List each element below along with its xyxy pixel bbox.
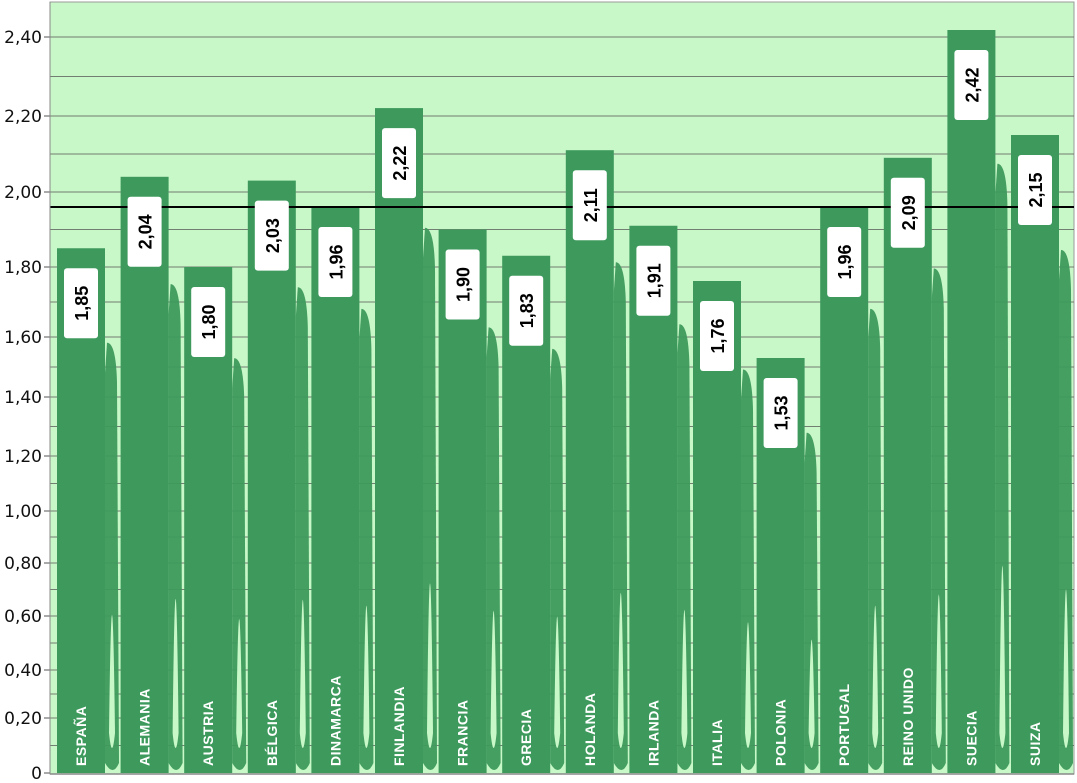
svg-text:1,96: 1,96 [835,244,855,279]
value-label: 1,91 [636,245,671,316]
y-tick-label: 0,80 [4,554,42,574]
category-label: AUSTRIA [200,700,216,766]
value-label: 2,04 [127,196,162,267]
value-label: 1,96 [827,227,862,297]
value-label: 1,76 [700,301,734,371]
svg-text:1,91: 1,91 [644,263,664,298]
bar: IRLANDA [629,225,692,773]
value-labels: 1,85 2,04 1,80 2,03 1,96 2,22 1,90 1,83 2,11 1,91… [64,50,1052,448]
category-label: POLONIA [773,699,789,766]
svg-text:2,42: 2,42 [962,67,982,102]
svg-text:1,85: 1,85 [72,286,92,321]
y-tick-label: 1,80 [4,258,42,278]
y-tick-label: 0 [31,764,42,783]
svg-text:2,11: 2,11 [581,188,601,222]
svg-text:2,04: 2,04 [136,214,156,249]
category-label: GRECIA [518,709,534,766]
bar: HOLANDA [565,150,628,773]
category-label: SUECIA [963,710,979,766]
category-label: HOLANDA [582,693,598,767]
bar: FRANCIA [438,229,501,773]
y-tick-label: 0,20 [4,709,42,729]
bar: BÉLGICA [247,180,310,774]
value-label: 2,09 [890,177,925,248]
bar: SUECIA [947,30,1010,773]
category-label: IRLANDA [645,700,661,767]
bar: SUIZA [1011,135,1073,773]
y-tick-label: 2,40 [4,28,42,48]
svg-text:1,80: 1,80 [199,304,219,339]
y-tick-label: 0,60 [4,607,42,627]
category-label: PORTUGAL [836,683,852,766]
bar: PORTUGAL [820,207,883,773]
svg-text:2,09: 2,09 [899,195,919,230]
y-axis-ticks: 0 0,20 0,40 0,60 0,80 1,00 1,20 1,40 1,60 1,80 2,0… [4,28,50,783]
value-label: 2,42 [954,50,989,120]
svg-text:2,15: 2,15 [1026,172,1046,207]
category-label: FRANCIA [455,700,471,767]
value-label: 2,22 [382,128,416,199]
category-label: ESPAÑA [72,706,89,766]
category-label: ALEMANIA [137,688,153,766]
value-label: 2,11 [572,170,607,241]
svg-text:1,90: 1,90 [454,267,474,302]
value-label: 1,80 [191,287,226,357]
svg-text:1,76: 1,76 [708,318,728,353]
category-label: DINAMARCA [327,675,343,766]
svg-text:2,03: 2,03 [263,218,283,253]
value-label: 1,90 [445,249,480,320]
bar: DINAMARCA [311,207,374,773]
category-label: SUIZA [1027,722,1043,767]
value-label: 1,83 [509,275,544,346]
bar: REINO UNIDO [883,157,946,774]
svg-text:1,96: 1,96 [326,244,346,279]
bar: ALEMANIA [120,176,183,774]
y-tick-label: 2,20 [4,107,42,127]
svg-text:1,53: 1,53 [772,395,792,430]
y-tick-label: 1,00 [4,502,42,522]
svg-text:1,83: 1,83 [517,293,537,328]
value-label: 2,03 [254,200,289,271]
value-label: 2,15 [1018,155,1052,225]
y-tick-label: 2,00 [4,183,42,203]
category-label: ITALIA [709,719,725,766]
category-label: BÉLGICA [264,700,280,767]
bars: ESPAÑA ALEMANIA AUSTRIA BÉLGICA DINAMARCA FIN… [57,30,1073,774]
svg-text:2,22: 2,22 [390,146,410,181]
y-tick-label: 0,40 [4,661,42,681]
value-label: 1,53 [763,378,798,448]
y-tick-label: 1,20 [4,447,42,467]
value-label: 1,85 [64,268,98,339]
category-label: REINO UNIDO [900,667,916,766]
bar: FINLANDIA [375,108,437,774]
y-tick-label: 1,60 [4,328,42,348]
value-label: 1,96 [318,227,353,297]
y-tick-label: 1,40 [4,388,42,408]
category-label: FINLANDIA [391,686,407,766]
